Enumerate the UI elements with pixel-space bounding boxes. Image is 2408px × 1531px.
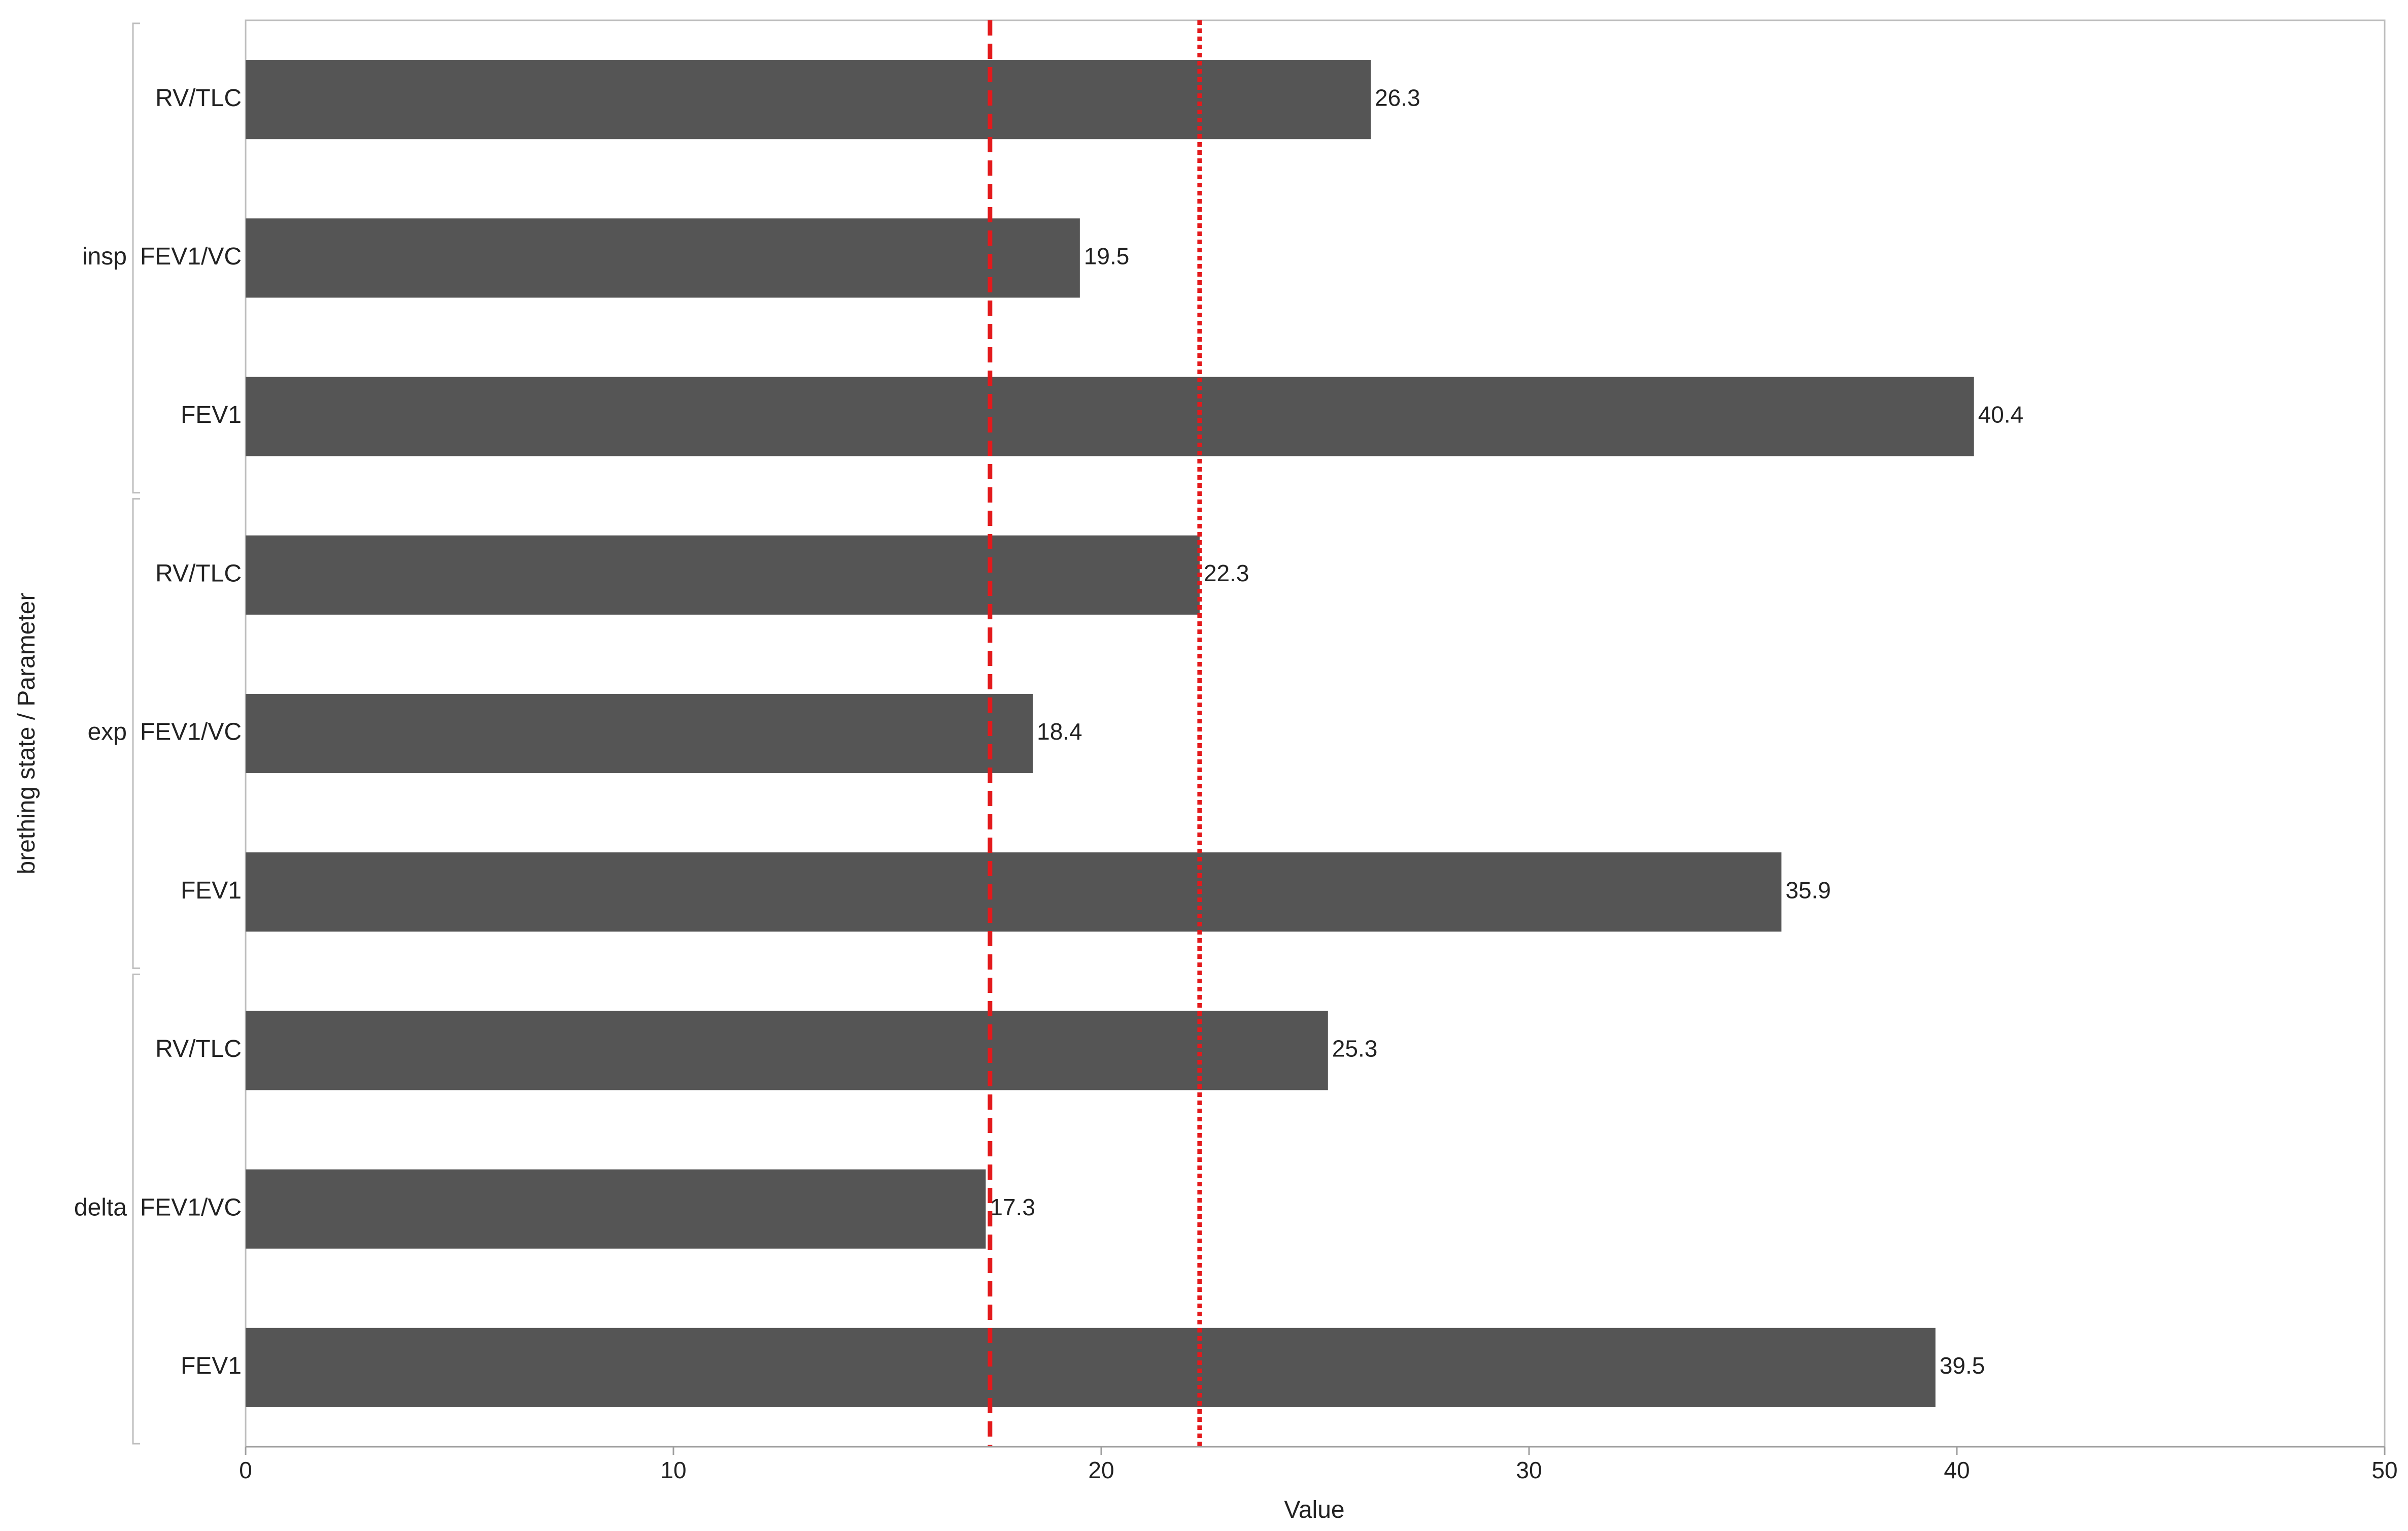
x-tick-label: 20 <box>1088 1457 1114 1483</box>
category-label: FEV1/VC <box>140 719 242 746</box>
category-label: FEV1/VC <box>140 243 242 270</box>
data-label: 26.3 <box>1375 84 1420 111</box>
bar <box>246 693 1033 774</box>
data-label: 17.3 <box>990 1194 1035 1220</box>
x-tick-label: 30 <box>1516 1457 1542 1483</box>
bar <box>246 1327 1936 1407</box>
data-label: 40.4 <box>1978 402 2024 428</box>
category-label: FEV1/VC <box>140 1194 242 1221</box>
bar <box>246 852 1782 932</box>
group-bracket <box>132 22 140 494</box>
category-label: FEV1 <box>181 877 242 904</box>
bar <box>246 377 1974 456</box>
category-label: RV/TLC <box>155 560 242 587</box>
data-label: 39.5 <box>1940 1352 1985 1379</box>
category-label: RV/TLC <box>155 85 242 112</box>
reference-lines-layer <box>988 20 1202 1447</box>
data-label: 22.3 <box>1204 560 1249 586</box>
bar <box>246 1169 986 1249</box>
category-label: FEV1 <box>181 1353 242 1380</box>
group-label: exp <box>88 719 127 746</box>
x-tick-label: 10 <box>660 1457 686 1483</box>
data-label: 35.9 <box>1785 877 1831 903</box>
bar <box>246 60 1371 140</box>
category-label: RV/TLC <box>155 1036 242 1062</box>
bars-layer: 26.3 19.5 40.4 22.3 18.4 35.9 25.3 17.3 39.5 <box>246 60 2023 1407</box>
group-labels-layer: insp exp delta <box>74 22 140 1445</box>
data-label: 18.4 <box>1037 718 1082 745</box>
y-axis-title: brething state / Parameter <box>13 593 40 875</box>
category-labels-layer: RV/TLC FEV1/VC FEV1 RV/TLC FEV1/VC FEV1 RV/TLC… <box>140 85 242 1380</box>
category-label: FEV1 <box>181 402 242 428</box>
x-axis-title: Value <box>1284 1496 1344 1523</box>
x-axis: 0 10 20 30 40 50 <box>239 1446 2398 1483</box>
bar <box>246 218 1080 298</box>
data-label: 19.5 <box>1084 243 1130 269</box>
group-label: delta <box>74 1194 127 1221</box>
bar <box>246 1011 1328 1090</box>
x-tick-label: 40 <box>1944 1457 1970 1483</box>
data-label: 25.3 <box>1332 1036 1378 1062</box>
x-tick-label: 0 <box>239 1457 252 1483</box>
group-label: insp <box>82 243 127 270</box>
x-tick-label: 50 <box>2371 1457 2397 1483</box>
bar <box>246 535 1200 615</box>
group-bracket <box>132 973 140 1445</box>
group-bracket <box>132 498 140 969</box>
